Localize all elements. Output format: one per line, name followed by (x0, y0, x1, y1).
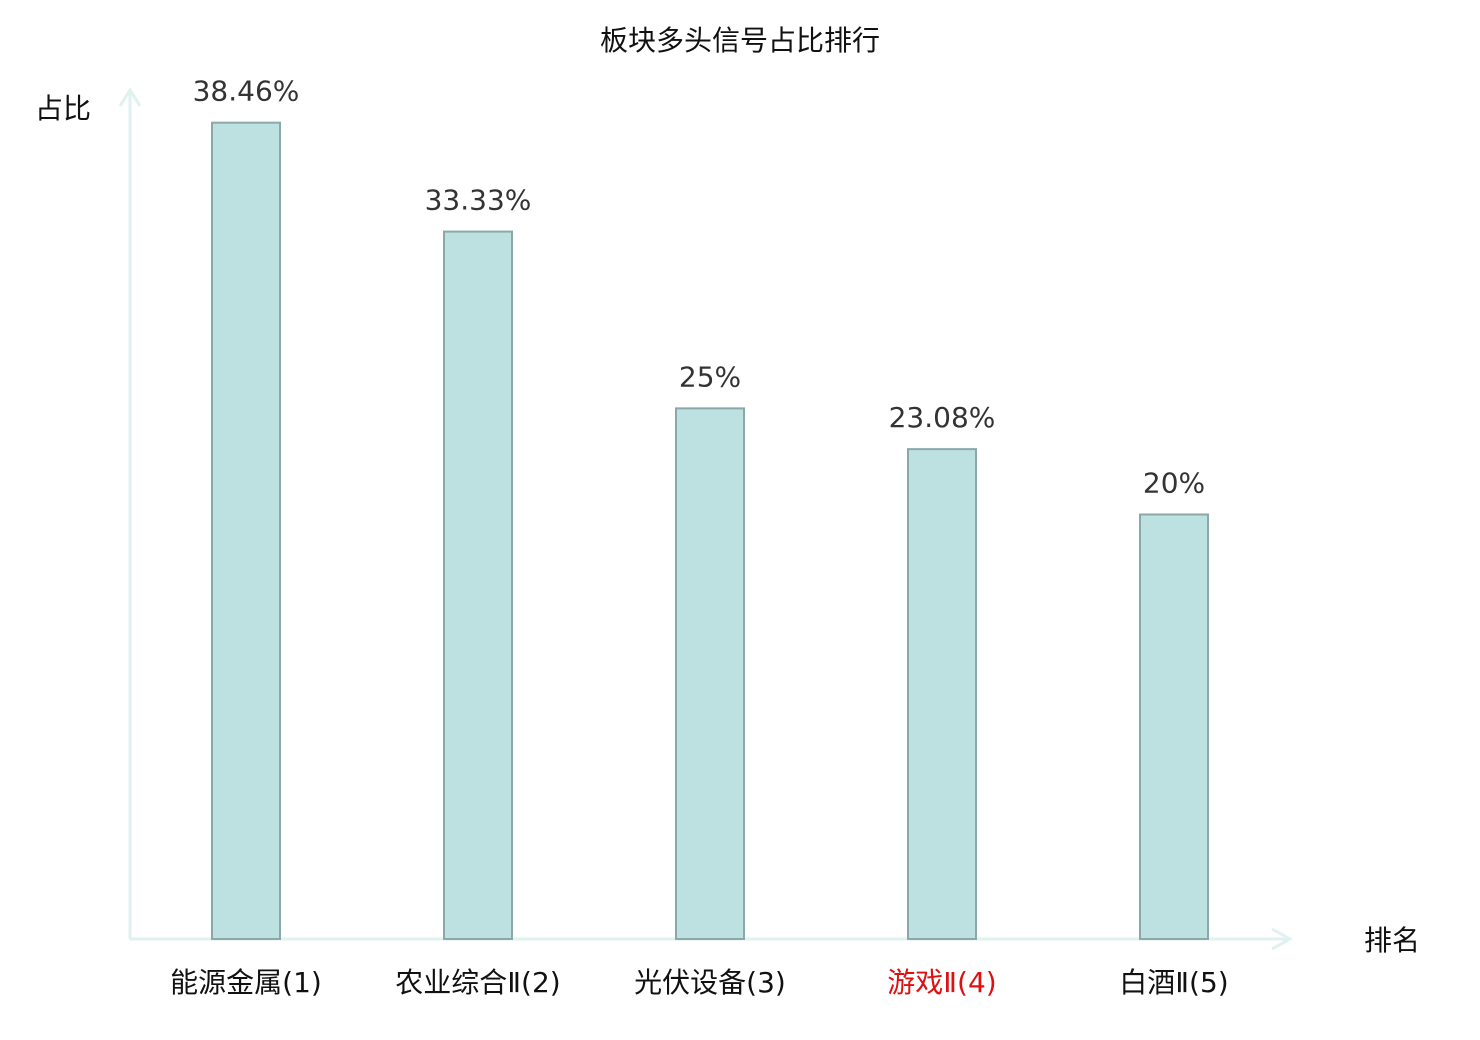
bar (1139, 513, 1209, 940)
bar (211, 121, 281, 940)
x-arrow (1271, 927, 1294, 951)
value-label: 23.08% (889, 401, 996, 434)
x-tick-label: 农业综合Ⅱ(2) (395, 966, 561, 999)
y-axis-label: 占比 (35, 92, 91, 125)
chart-title: 板块多头信号占比排行 (600, 24, 880, 57)
x-axis-label: 排名 (1364, 924, 1420, 957)
bar (907, 448, 977, 940)
bar (675, 407, 745, 940)
value-label: 33.33% (425, 184, 532, 217)
value-label: 25% (679, 360, 741, 393)
y-arrow (118, 87, 142, 107)
x-tick-label: 光伏设备(3) (634, 966, 786, 999)
value-label: 20% (1143, 467, 1205, 500)
bar (443, 230, 513, 941)
x-tick-label: 能源金属(1) (170, 966, 322, 999)
x-tick-label: 白酒Ⅱ(5) (1119, 966, 1229, 999)
x-tick-label: 游戏Ⅱ(4) (887, 966, 997, 999)
value-label: 38.46% (193, 75, 300, 108)
